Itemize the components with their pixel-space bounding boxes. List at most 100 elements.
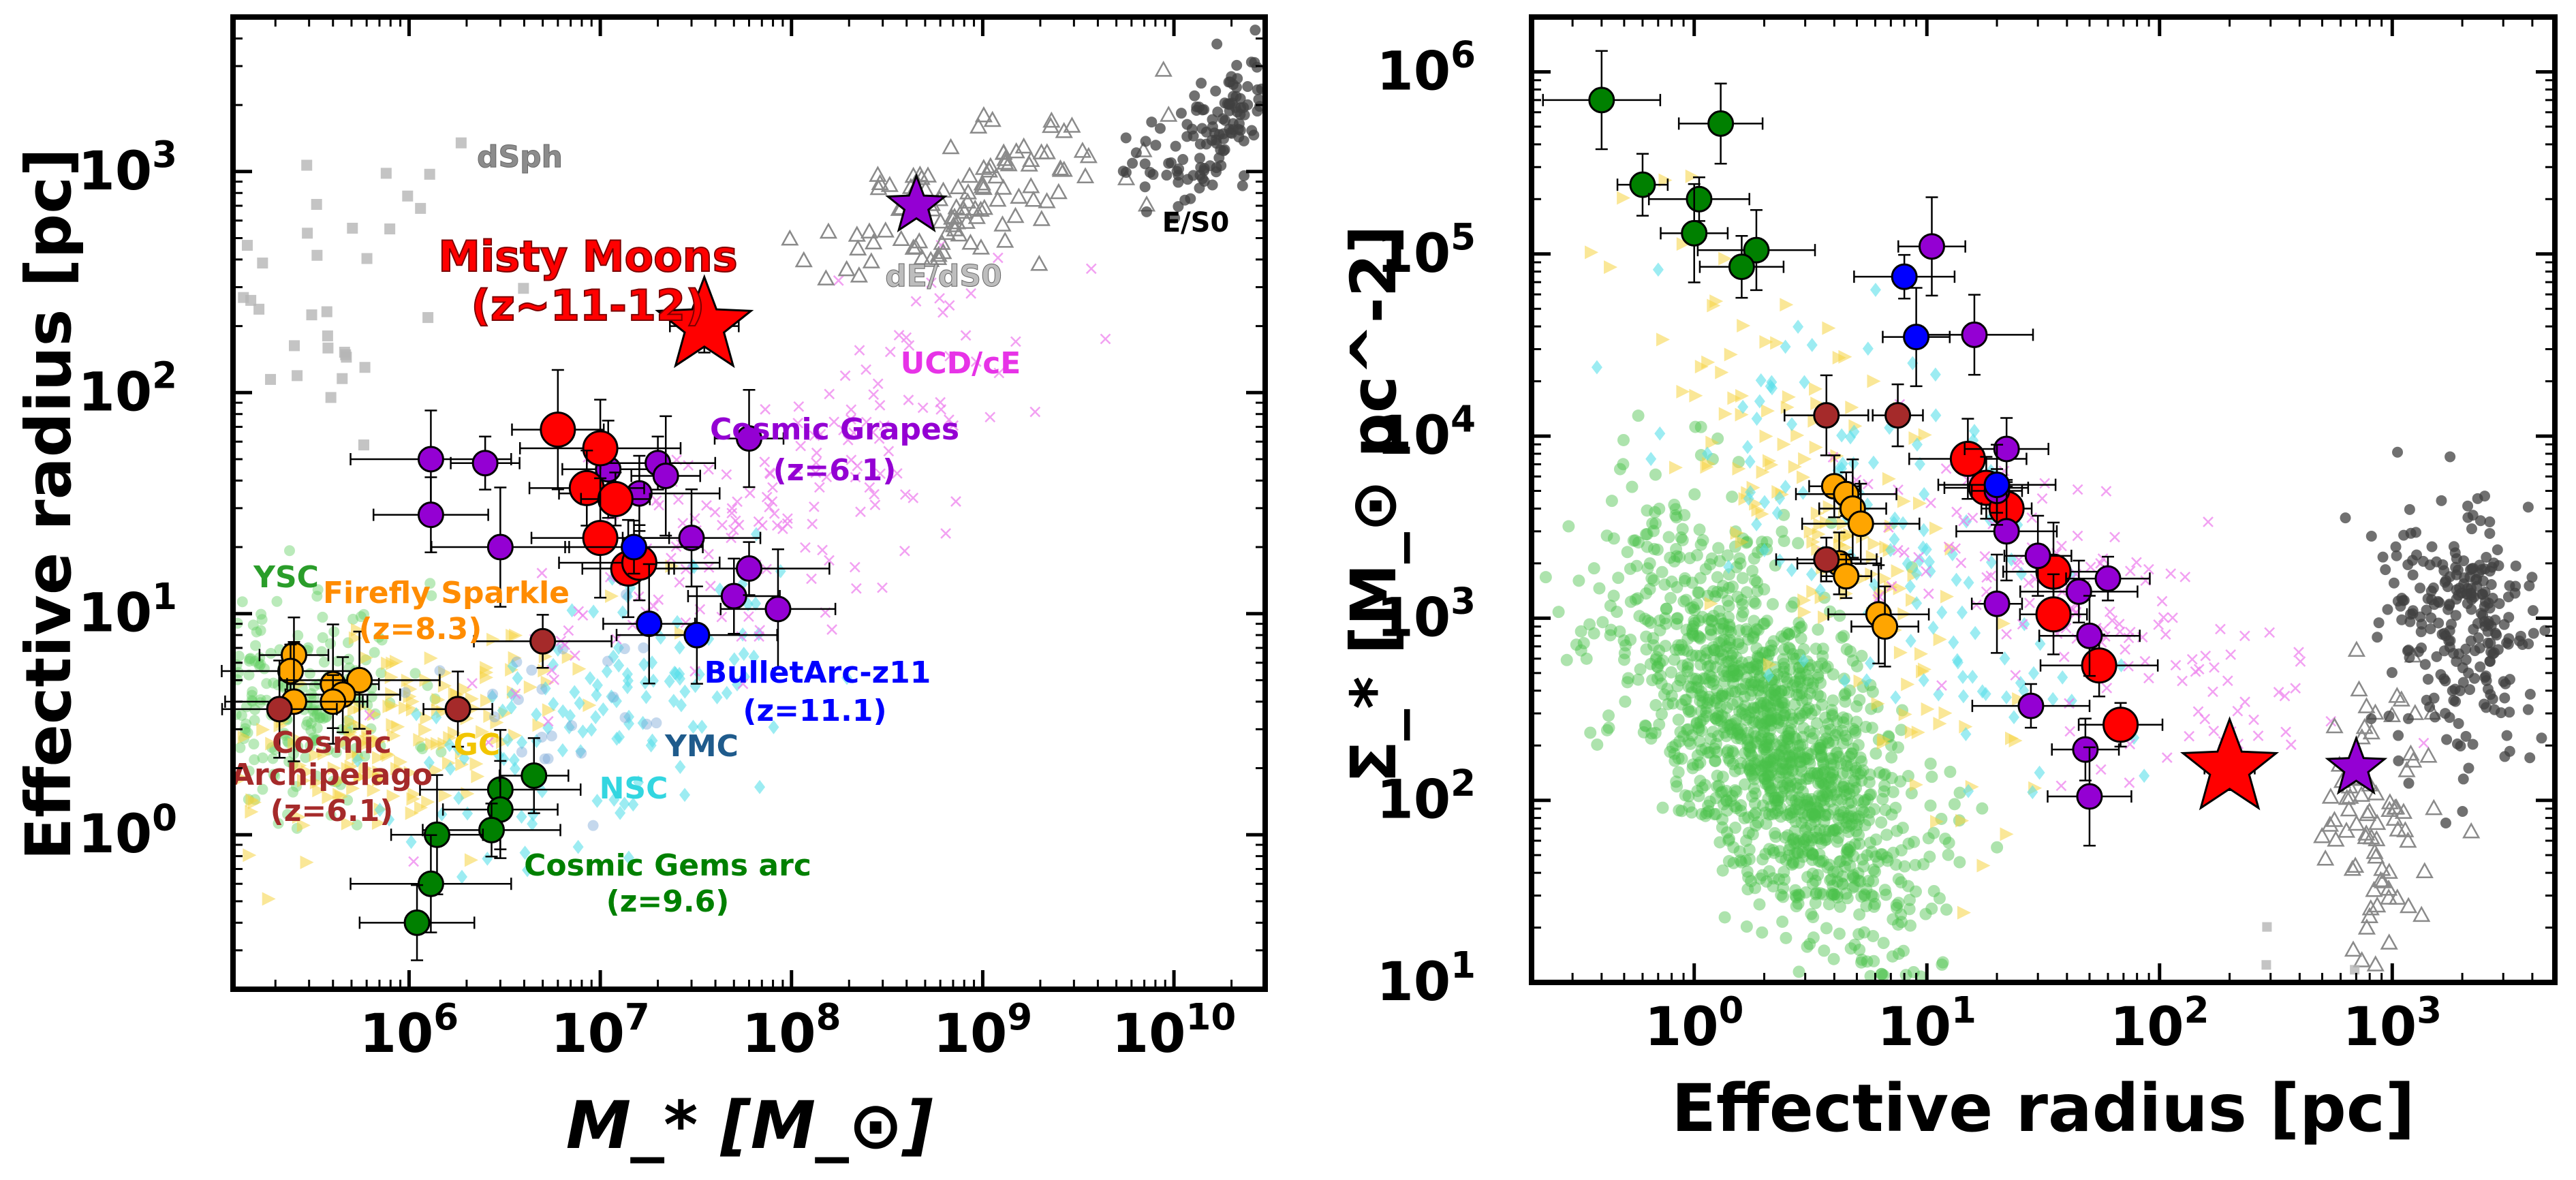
de-ds0-point xyxy=(2397,761,2416,777)
ysc-point xyxy=(1839,730,1852,743)
gc-point xyxy=(403,766,418,780)
ysc-point xyxy=(1763,781,1776,794)
ysc-point xyxy=(1669,739,1682,751)
nsc-point xyxy=(668,694,679,709)
de-ds0-point xyxy=(781,229,799,246)
de-ds0-point xyxy=(933,234,951,250)
de-ds0-point xyxy=(2399,831,2417,848)
tick-label: 101 xyxy=(1377,944,1476,1013)
ucd-point xyxy=(903,394,914,405)
cosmic-archipelago-point xyxy=(529,627,557,655)
e-s0-point xyxy=(2487,593,2498,604)
ucd-point xyxy=(767,482,778,493)
ysc-point xyxy=(1904,919,1917,932)
gc-point xyxy=(1909,777,1923,792)
ysc-point xyxy=(1801,871,1814,884)
ysc-point xyxy=(1775,721,1788,734)
gc-point xyxy=(1901,677,1915,692)
ysc-point xyxy=(1692,674,1705,687)
annotation: YMC xyxy=(664,729,739,764)
ysc-point xyxy=(1852,874,1865,887)
ysc-point xyxy=(1748,595,1760,608)
ysc-point xyxy=(1788,596,1801,609)
ymc-point xyxy=(608,692,619,703)
nsc-point xyxy=(841,670,853,685)
nsc-point xyxy=(531,734,542,749)
de-ds0-point xyxy=(975,198,993,215)
ysc-point xyxy=(1731,732,1743,745)
ysc-point xyxy=(409,668,421,679)
ysc-point xyxy=(1806,807,1819,820)
ysc-point xyxy=(1713,836,1726,849)
e-s0-point xyxy=(1228,91,1239,102)
ysc-point xyxy=(1761,778,1774,791)
gc-point xyxy=(1656,332,1671,347)
ysc-point xyxy=(1707,726,1720,739)
ysc-point xyxy=(1619,639,1632,652)
ysc-point xyxy=(1775,745,1788,758)
ysc-point xyxy=(1805,732,1818,745)
ysc-point xyxy=(1796,807,1809,820)
e-s0-point xyxy=(2453,717,2464,729)
e-s0-point xyxy=(2457,773,2469,785)
ysc-point xyxy=(1816,736,1829,749)
ysc-point xyxy=(1786,856,1799,869)
ysc-point xyxy=(1839,695,1852,708)
ysc-point xyxy=(1639,612,1651,625)
ysc-point xyxy=(1774,802,1787,815)
ysc-point xyxy=(1702,805,1715,818)
ysc-point xyxy=(424,578,436,589)
ysc-point xyxy=(1708,808,1721,821)
e-s0-point xyxy=(1232,73,1243,84)
cosmic-grapes-point xyxy=(486,533,514,561)
ysc-point xyxy=(1715,786,1728,799)
ucd-point xyxy=(2017,619,2028,630)
ysc-point xyxy=(1825,704,1838,717)
ucd-point xyxy=(899,545,910,557)
ysc-point xyxy=(1844,645,1857,658)
ysc-point xyxy=(1761,707,1774,720)
ysc-point xyxy=(1816,854,1829,867)
ysc-point xyxy=(1839,687,1852,700)
ysc-point xyxy=(1816,751,1829,764)
ysc-point xyxy=(1686,623,1698,636)
ysc-point xyxy=(1679,694,1692,707)
gc-point xyxy=(1777,437,1791,452)
gc-point xyxy=(437,679,452,693)
ysc-point xyxy=(1767,880,1780,892)
red-points-point xyxy=(1949,440,1986,477)
ysc-point xyxy=(1631,592,1644,605)
tick-label: 102 xyxy=(1377,762,1476,831)
gc-point xyxy=(300,855,314,869)
ysc-point xyxy=(1835,631,1848,644)
ucd-point xyxy=(935,404,947,415)
ysc-point xyxy=(1948,798,1961,811)
ysc-point xyxy=(1867,954,1880,967)
ysc-point xyxy=(1756,711,1769,724)
ysc-point xyxy=(1695,743,1708,756)
ysc-point xyxy=(1865,721,1878,734)
ysc-point xyxy=(1773,771,1786,783)
ysc-point xyxy=(1637,726,1650,739)
e-s0-point xyxy=(2440,818,2451,829)
ysc-point xyxy=(1716,786,1729,798)
gc-point xyxy=(424,651,438,666)
ysc-point xyxy=(1726,790,1739,803)
e-s0-point xyxy=(2481,551,2492,563)
ysc-point xyxy=(1855,649,1868,662)
cosmic-grapes-point xyxy=(417,446,444,473)
ysc-point xyxy=(1764,769,1777,782)
ysc-point xyxy=(1869,850,1882,863)
ysc-point xyxy=(233,651,245,662)
ysc-point xyxy=(1880,851,1893,864)
e-s0-point xyxy=(2498,619,2510,630)
ucd-point xyxy=(874,400,886,411)
ysc-point xyxy=(1754,689,1767,702)
ysc-point xyxy=(1694,689,1707,702)
ysc-point xyxy=(271,595,283,607)
ucd-point xyxy=(569,650,580,662)
ysc-point xyxy=(1754,651,1767,664)
ysc-point xyxy=(1793,965,1805,978)
de-ds0-point xyxy=(2358,805,2376,822)
ysc-point xyxy=(1683,705,1696,718)
